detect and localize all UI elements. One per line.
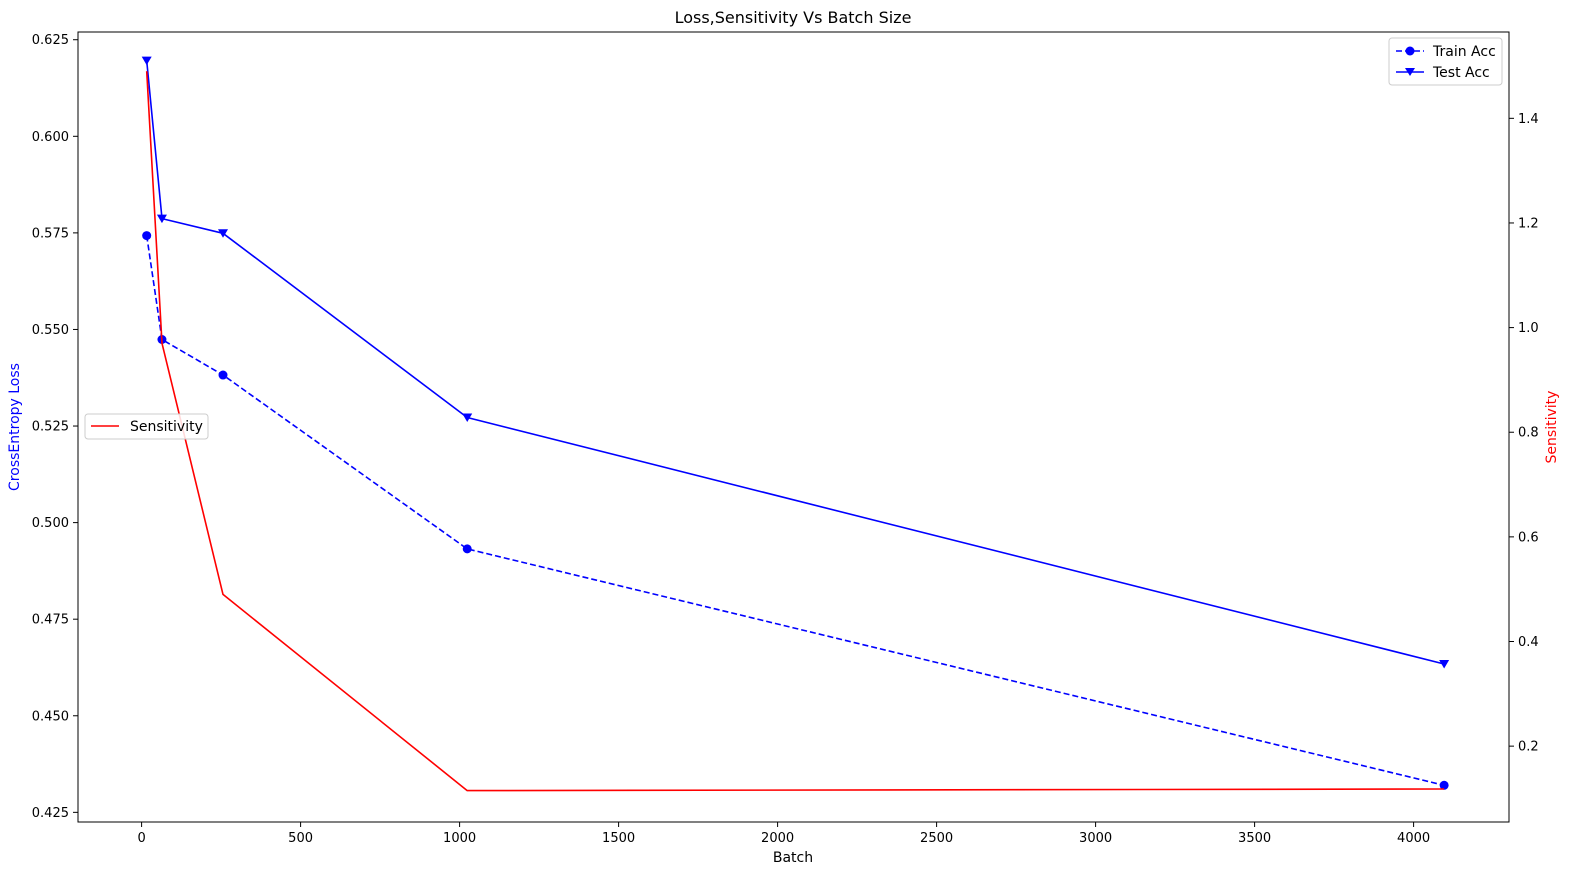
test-acc-point [156, 214, 167, 224]
left-axis-label: CrossEntropy Loss [7, 363, 23, 491]
x-tick-label: 500 [288, 831, 313, 846]
legend-test-marker [1405, 68, 1415, 76]
test-acc-point [141, 56, 152, 66]
y-tick-label: 0.600 [32, 130, 69, 145]
train-acc-point [1439, 780, 1449, 790]
y-tick-label: 0.550 [32, 323, 69, 338]
y2-tick-label: 0.6 [1518, 530, 1539, 545]
y-tick-label: 0.525 [32, 420, 69, 435]
x-tick-label: 2500 [920, 831, 953, 846]
legend-test-label: Test Acc [1432, 65, 1490, 81]
x-tick-label: 1500 [602, 831, 635, 846]
y-tick-label: 0.450 [32, 709, 69, 724]
x-tick-label: 4000 [1397, 831, 1430, 846]
x-tick-label: 2000 [761, 831, 794, 846]
y2-tick-label: 0.2 [1518, 740, 1539, 755]
train-acc-point [142, 231, 152, 241]
y2-tick-label: 0.8 [1518, 426, 1539, 441]
x-tick-label: 3500 [1238, 831, 1271, 846]
y-tick-label: 0.575 [32, 226, 69, 241]
x-tick-label: 0 [137, 831, 145, 846]
right-axis-ticks: 0.2 0.4 0.6 0.8 1.0 1.2 1.4 [1509, 112, 1539, 755]
legend-right-axis: Sensitivity [84, 413, 209, 440]
test-acc-point [462, 413, 473, 423]
x-axis-label: Batch [773, 850, 813, 866]
sensitivity-line [145, 71, 1445, 792]
legend-box [84, 413, 209, 440]
y-tick-label: 0.425 [32, 806, 69, 821]
legend-train-marker [1405, 46, 1415, 56]
y2-tick-label: 1.4 [1518, 112, 1539, 127]
left-axis-ticks: 0.425 0.450 0.475 0.500 0.525 0.550 0.575 0.600… [32, 33, 78, 821]
legend-box [1388, 37, 1503, 86]
plot-marks [141, 56, 1450, 792]
legend-sensitivity-label: Sensitivity [130, 419, 203, 435]
y2-tick-label: 0.4 [1518, 635, 1539, 650]
legend-train-label: Train Acc [1432, 44, 1496, 60]
y-tick-label: 0.500 [32, 516, 69, 531]
train-acc-point [462, 544, 472, 554]
y-tick-label: 0.625 [32, 33, 69, 48]
y2-tick-label: 1.2 [1518, 216, 1539, 231]
right-axis-label: Sensitivity [1544, 391, 1560, 464]
legend-left-axis: Train Acc Test Acc [1388, 37, 1503, 86]
y2-tick-label: 1.0 [1518, 321, 1539, 336]
x-axis-ticks: 0 500 1000 1500 2000 2500 3000 3500 4000 [137, 822, 1430, 846]
x-tick-label: 1000 [443, 831, 476, 846]
test-acc-point [218, 229, 229, 238]
train-acc-point [218, 370, 228, 380]
x-tick-label: 3000 [1079, 831, 1112, 846]
chart-title: Loss,Sensitivity Vs Batch Size [675, 8, 912, 27]
plot-frame [77, 31, 1510, 823]
test-acc-point [1439, 660, 1450, 669]
y-tick-label: 0.475 [32, 613, 69, 628]
